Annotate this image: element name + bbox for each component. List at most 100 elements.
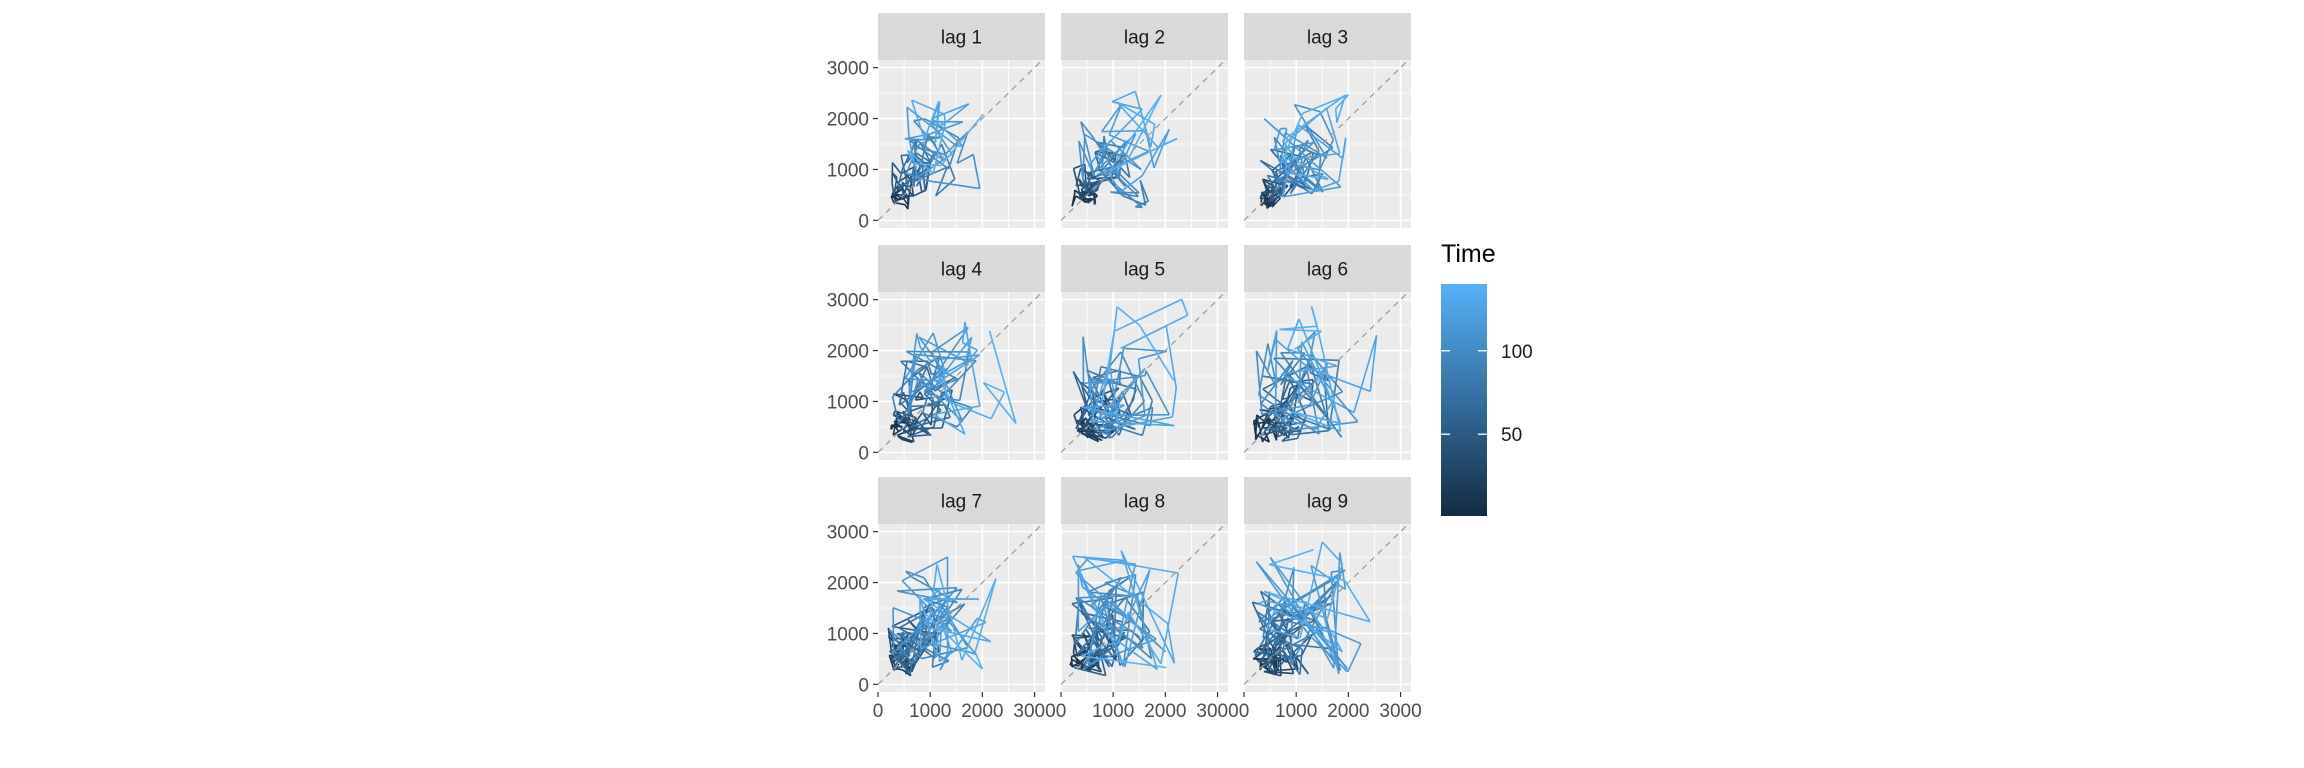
lag-path-segment [1096,141,1125,149]
lag-path-segment [1095,154,1104,172]
lag-path-segment [888,628,923,660]
lag-path-segment [1279,328,1322,332]
lag-path-segment [1266,174,1282,197]
lag-path-segment [974,578,997,653]
lag-path-segment [1267,174,1295,185]
lag-path-segment [922,610,983,670]
lag-path-segment [1306,331,1316,372]
y-tick-label: 1000 [827,160,869,181]
lag-path-segment [912,146,946,156]
reference-line [878,60,1044,221]
lag-path-segment [1149,407,1154,426]
lag-path-segment [1331,633,1343,653]
lag-path-segment [1261,427,1288,436]
facet-panel-2: lag 2 [1060,13,1228,228]
lag-path-segment [1275,338,1310,369]
lag-path-segment [931,121,942,124]
lag-path-segment [1124,569,1151,668]
lag-path-segment [1077,618,1133,654]
facet-strip [1244,245,1411,292]
lag-path-segment [923,100,940,140]
lag-path-segment [1138,324,1175,381]
lag-path-segment [907,433,931,438]
lag-path-segment [906,150,916,164]
lag-path-segment [1114,298,1183,332]
lag-path-segment [892,424,910,436]
lag-path-segment [919,596,922,649]
lag-path-segment [1297,341,1303,403]
lag-path-segment [1076,184,1082,198]
lag-path-segment [891,172,905,195]
lag-path-segment [1269,557,1335,669]
lag-path-segment [1290,410,1341,425]
lag-path-segment [1257,602,1333,635]
lag-path-segment [910,99,926,140]
lag-path-segment [914,189,927,197]
lag-path-segment [1105,422,1143,437]
lag-path-segment [1080,406,1175,427]
y-tick-label: 0 [858,675,869,696]
lag-path-segment [906,107,910,139]
lag-path-segment [962,342,978,351]
lag-path-segment [901,580,953,632]
lag-path-segment [1294,330,1322,350]
facet-strip-label: lag 5 [1124,260,1165,281]
lag-path-segment [899,202,906,206]
lag-path-segment [1297,363,1329,404]
facet-strip-label: lag 7 [941,492,982,513]
lag-path-segment [1301,341,1333,403]
lag-path-segment [1078,431,1099,443]
legend: Time 50 100 [1441,240,1533,516]
facet-strip-label: lag 8 [1124,492,1165,513]
lag-path-segment [1264,420,1286,437]
lag-path-segment [1273,410,1294,431]
lag-path-segment [1071,192,1076,207]
lag-path-segment [1110,191,1139,198]
lag-path-segment [1134,200,1149,208]
lag-path-segment [1266,173,1283,188]
lag-path-segment [1264,406,1272,422]
reference-line [878,524,1044,685]
lag-path-segment [1281,382,1290,400]
lag-path-segment [1106,433,1113,439]
lag-path-segment [1280,127,1287,130]
facet-strip-label: lag 4 [941,260,983,281]
lag-path-segment [940,113,984,167]
facet-strip-label: lag 1 [941,28,982,49]
lag-path-segment [892,410,896,416]
lag-path-segment [1109,137,1178,172]
lag-path-segment [1282,186,1342,198]
lag-path-segment [908,360,967,395]
lag-path-segment [958,378,965,401]
lag-path-segment [912,638,971,654]
lag-path-segment [1075,168,1082,186]
lag-path-segment [1077,594,1136,599]
lag-path-segment [1104,631,1158,670]
lag-path-segment [923,391,973,409]
lag-path-segment [1306,371,1320,435]
lag-series-group [878,292,1044,453]
lag-path-segment [1166,623,1176,664]
lag-path-segment [1269,548,1314,566]
lag-path-segment [1082,336,1090,383]
lag-path-segment [1308,367,1371,393]
lag-path-segment [1117,611,1130,644]
lag-path-segment [1258,343,1269,396]
lag-path-segment [1300,634,1313,656]
lag-path-segment [1267,399,1289,418]
lag-path-segment [937,373,966,435]
lag-path-segment [1253,647,1258,653]
lag-path-segment [929,180,980,190]
lag-path-segment [1109,142,1129,172]
lag-path-segment [916,333,921,347]
lag-path-segment [1280,112,1304,164]
lag-path-segment [1109,348,1125,416]
lag-path-segment [911,165,950,184]
x-tick-label: 3000 [1013,701,1055,722]
x-tick-label: 2000 [961,701,1003,722]
lag-path-segment [901,154,909,157]
lag-path-segment [1106,642,1119,646]
lag-path-segment [902,410,911,434]
x-tick-label: 0 [1239,701,1250,722]
lag-path-segment [913,411,924,425]
